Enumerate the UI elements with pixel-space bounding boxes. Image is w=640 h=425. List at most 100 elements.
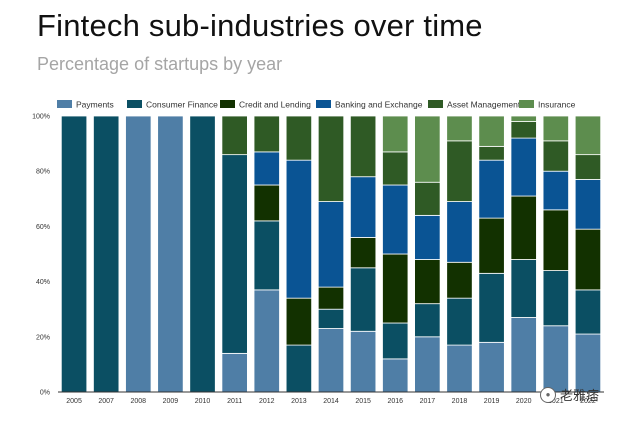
bar-segment-credit-and-lending-2014 <box>317 286 345 310</box>
bar-segment-asset-management-2017 <box>414 181 441 216</box>
x-tick-label: 2007 <box>98 398 114 405</box>
x-tick-label: 2013 <box>291 398 307 405</box>
bar-segment-credit-and-lending-2017 <box>414 259 441 305</box>
bar-segment-credit-and-lending-2015 <box>349 237 377 269</box>
bar-segment-consumer-finance-2007 <box>93 115 120 393</box>
legend-swatch-credit-and-lending <box>220 100 235 108</box>
bar-segment-payments-2009 <box>157 115 184 393</box>
legend-label-insurance: Insurance <box>538 100 576 110</box>
bar-segment-banking-and-exchange-2016 <box>382 184 409 255</box>
x-tick-label: 2020 <box>516 398 532 405</box>
legend-label-payments: Payments <box>76 100 114 110</box>
bar-segment-credit-and-lending-2016 <box>382 253 409 324</box>
legend-swatch-banking-and-exchange <box>316 100 331 108</box>
bar-segment-consumer-finance-2019 <box>478 272 505 343</box>
bar-segment-asset-management-2021 <box>542 140 569 172</box>
chart-legend: Payments Consumer Finance Credit and Lendi… <box>57 100 576 110</box>
bar-segment-payments-2014 <box>317 328 345 393</box>
bar-segment-payments-2021 <box>542 325 569 393</box>
bar-segment-consumer-finance-2016 <box>382 322 409 360</box>
bar-segment-payments-2018 <box>446 344 473 393</box>
x-tick-label: 2015 <box>355 398 371 405</box>
bar-segment-consumer-finance-2013 <box>285 344 313 393</box>
bar-segment-consumer-finance-2017 <box>414 303 441 338</box>
bar-segment-payments-2017 <box>414 336 441 393</box>
bar-segment-asset-management-2022 <box>574 154 602 180</box>
y-tick-label: 60% <box>36 224 50 231</box>
bar-segment-asset-management-2018 <box>446 140 473 202</box>
x-tick-label: 2018 <box>452 398 468 405</box>
x-tick-label: 2019 <box>484 398 500 405</box>
bar-segment-asset-management-2015 <box>349 115 377 178</box>
bar-segment-banking-and-exchange-2018 <box>446 201 473 263</box>
bar-segment-credit-and-lending-2019 <box>478 217 505 274</box>
legend-label-credit-and-lending: Credit and Lending <box>239 100 311 110</box>
bar-segment-consumer-finance-2021 <box>542 270 569 327</box>
y-tick-label: 80% <box>36 169 50 176</box>
bar-segment-banking-and-exchange-2020 <box>510 137 537 197</box>
bar-segment-asset-management-2016 <box>382 151 409 186</box>
x-tick-label: 2008 <box>131 398 147 405</box>
bar-segment-banking-and-exchange-2021 <box>542 170 569 211</box>
bar-segment-asset-management-2013 <box>285 115 313 161</box>
bar-segment-asset-management-2019 <box>478 145 505 161</box>
legend-swatch-payments <box>57 100 72 108</box>
bar-segment-banking-and-exchange-2015 <box>349 176 377 238</box>
x-tick-label: 2016 <box>387 398 403 405</box>
bar-segment-banking-and-exchange-2013 <box>285 159 313 299</box>
bar-segment-payments-2022 <box>574 333 602 393</box>
bar-segment-insurance-2022 <box>574 115 602 156</box>
legend-swatch-consumer-finance <box>127 100 142 108</box>
bar-segment-insurance-2019 <box>478 115 505 147</box>
bar-segment-consumer-finance-2015 <box>349 267 377 332</box>
bar-segment-payments-2016 <box>382 358 409 393</box>
bar-segment-consumer-finance-2005 <box>60 115 88 393</box>
bar-segment-asset-management-2020 <box>510 121 537 139</box>
bar-segment-payments-2012 <box>253 289 280 393</box>
bar-segment-credit-and-lending-2018 <box>446 261 473 299</box>
y-tick-label: 0% <box>40 390 50 397</box>
x-tick-label: 2005 <box>66 398 82 405</box>
y-axis: 0% 20% 40% 60% 80% 100% <box>32 114 50 397</box>
bar-segment-insurance-2016 <box>382 115 409 153</box>
x-tick-label: 2021 <box>548 398 564 405</box>
legend-label-banking-and-exchange: Banking and Exchange <box>335 100 423 110</box>
x-axis: 2005 2007 2008 2009 2010 2011 2012 2013 2014 2015… <box>58 391 604 405</box>
bar-segment-payments-2015 <box>349 330 377 393</box>
bar-segment-credit-and-lending-2021 <box>542 209 569 271</box>
bar-segment-payments-2019 <box>478 341 505 393</box>
legend-swatch-asset-management <box>428 100 443 108</box>
bar-segment-credit-and-lending-2012 <box>253 184 280 222</box>
y-tick-label: 20% <box>36 334 50 341</box>
bar-segment-payments-2011 <box>221 352 248 393</box>
bar-segment-consumer-finance-2022 <box>574 289 602 335</box>
bar-segment-insurance-2020 <box>510 115 537 122</box>
x-tick-label: 2010 <box>195 398 211 405</box>
watermark: ● 老雅痞 <box>540 385 599 404</box>
bar-segment-insurance-2017 <box>414 115 441 183</box>
bar-segment-consumer-finance-2012 <box>253 220 280 291</box>
bar-segment-payments-2008 <box>125 115 152 393</box>
bar-segment-banking-and-exchange-2014 <box>317 201 345 288</box>
x-tick-label: 2011 <box>227 398 242 405</box>
legend-label-consumer-finance: Consumer Finance <box>146 100 218 110</box>
x-tick-label: 2017 <box>420 398 436 405</box>
bar-segment-payments-2020 <box>510 317 537 393</box>
y-tick-label: 40% <box>36 279 50 286</box>
bar-segment-credit-and-lending-2020 <box>510 195 537 260</box>
bar-segment-banking-and-exchange-2012 <box>253 151 280 186</box>
bar-segment-credit-and-lending-2022 <box>574 228 602 291</box>
bar-segment-asset-management-2014 <box>317 115 345 202</box>
bar-segment-asset-management-2011 <box>221 115 248 156</box>
bar-segment-consumer-finance-2011 <box>221 154 248 354</box>
bar-segment-credit-and-lending-2013 <box>285 297 313 346</box>
x-tick-label: 2014 <box>323 398 339 405</box>
y-tick-label: 100% <box>32 114 50 121</box>
legend-label-asset-management: Asset Management <box>447 100 521 110</box>
chart-title: Fintech sub-industries over time <box>37 8 483 43</box>
legend-swatch-insurance <box>519 100 534 108</box>
bars-group <box>60 115 602 393</box>
bar-segment-insurance-2021 <box>542 115 569 142</box>
bar-segment-banking-and-exchange-2022 <box>574 179 602 230</box>
